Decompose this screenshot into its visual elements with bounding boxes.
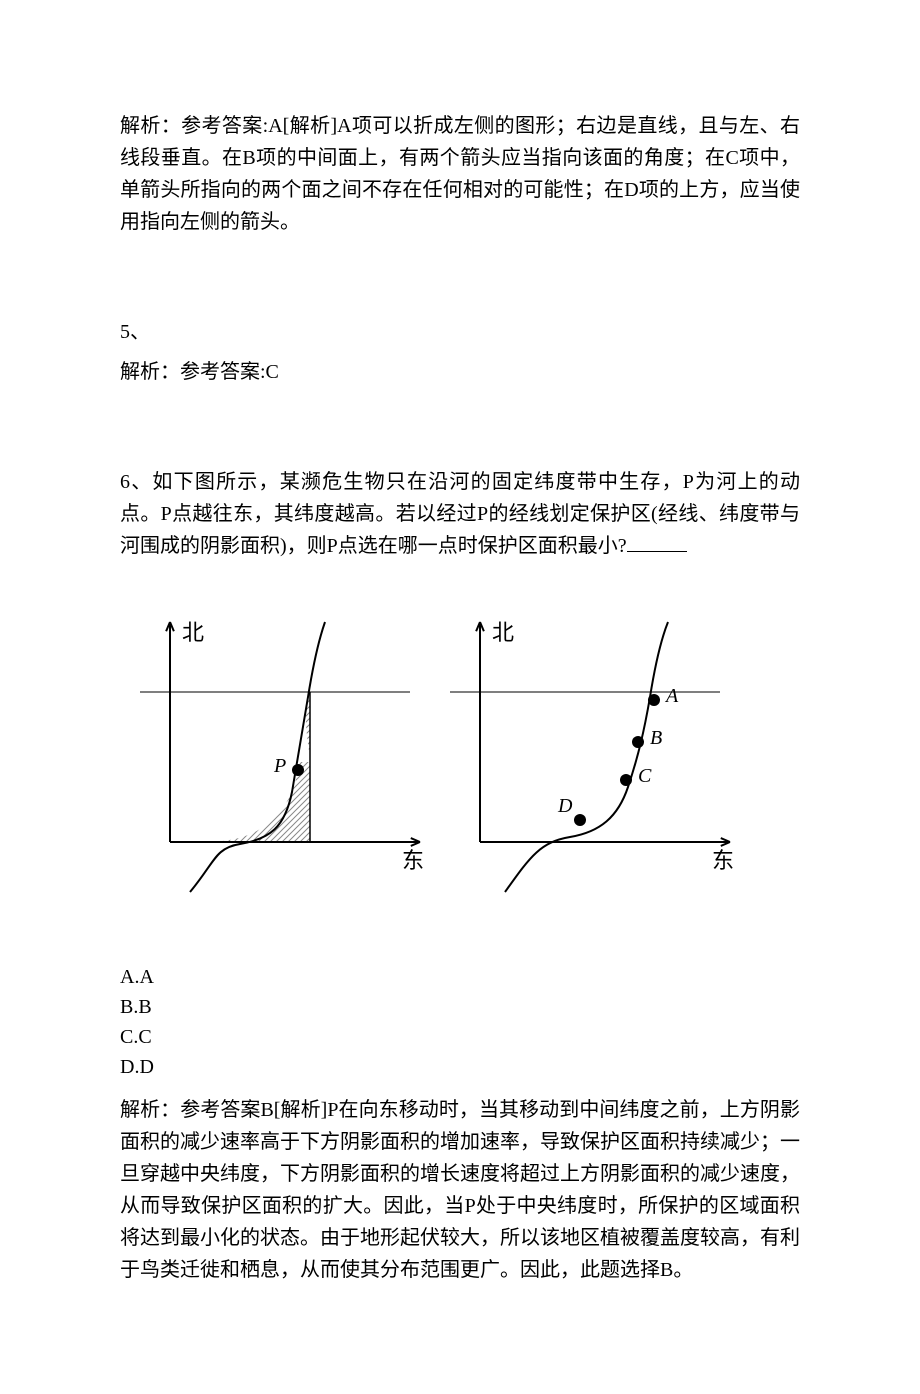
- spacer: [120, 932, 800, 962]
- option-c: C.C: [120, 1022, 800, 1052]
- q6-diagram: 北东 P 北东 ABC D: [120, 602, 800, 912]
- spacer: [120, 570, 800, 582]
- blank-underline: [627, 551, 687, 552]
- q6-options: A.A B.B C.C D.D: [120, 962, 800, 1082]
- spacer: [120, 1082, 800, 1094]
- diagram-svg: 北东 P 北东 ABC D: [120, 602, 740, 902]
- option-a: A.A: [120, 962, 800, 992]
- svg-text:东: 东: [402, 848, 424, 873]
- svg-text:D: D: [557, 795, 573, 817]
- q6-stem: 6、如下图所示，某濒危生物只在沿河的固定纬度带中生存，P为河上的动点。P点越往东…: [120, 466, 800, 562]
- spacer: [120, 246, 800, 316]
- option-d: D.D: [120, 1052, 800, 1082]
- option-b: B.B: [120, 992, 800, 1022]
- svg-text:P: P: [273, 755, 286, 777]
- q6-analysis: 解析：参考答案B[解析]P在向东移动时，当其移动到中间纬度之前，上方阴影面积的减…: [120, 1094, 800, 1286]
- q4-analysis: 解析：参考答案:A[解析]A项可以折成左侧的图形；右边是直线，且与左、右线段垂直…: [120, 110, 800, 238]
- svg-text:A: A: [664, 685, 679, 707]
- svg-text:C: C: [638, 765, 652, 787]
- svg-text:B: B: [650, 727, 662, 749]
- q5-number: 5、: [120, 316, 800, 348]
- svg-text:东: 东: [712, 848, 734, 873]
- spacer: [120, 396, 800, 466]
- q5-analysis: 解析：参考答案:C: [120, 356, 800, 388]
- svg-text:北: 北: [182, 620, 204, 645]
- svg-text:北: 北: [492, 620, 514, 645]
- q6-stem-text: 6、如下图所示，某濒危生物只在沿河的固定纬度带中生存，P为河上的动点。P点越往东…: [120, 471, 800, 557]
